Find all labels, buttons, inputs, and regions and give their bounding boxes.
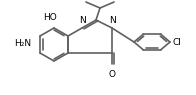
Text: H₂N: H₂N <box>14 38 31 48</box>
Text: N: N <box>110 16 116 25</box>
Text: HO: HO <box>43 13 57 22</box>
Text: N: N <box>79 16 85 25</box>
Text: O: O <box>109 70 115 79</box>
Text: Cl: Cl <box>173 38 182 46</box>
